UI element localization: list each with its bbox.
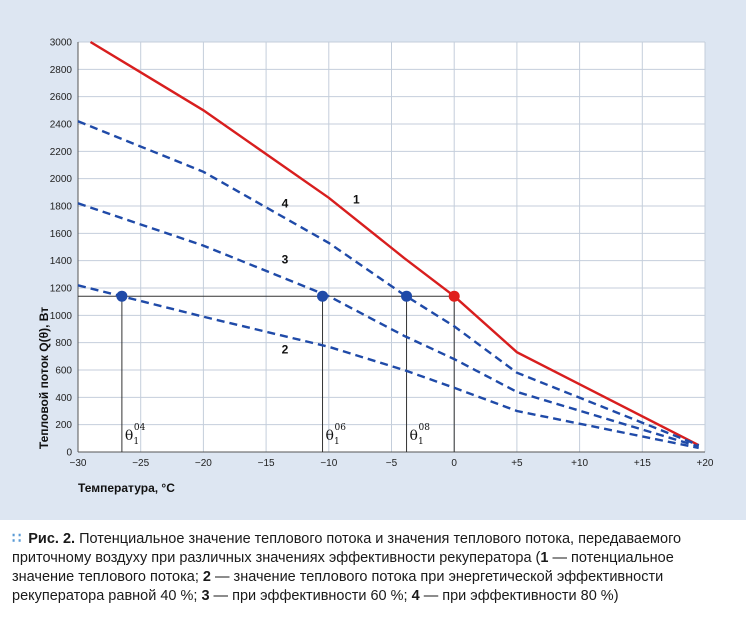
y-tick-label: 1400 <box>50 256 73 267</box>
curve-labels: 1 4 3 2 <box>282 192 360 356</box>
curve-label-1: 1 <box>353 192 360 206</box>
y-tick-label: 2000 <box>50 174 73 185</box>
y-tick-label: 3000 <box>50 38 73 49</box>
reference-lines <box>78 295 455 452</box>
series-line-3 <box>77 202 700 448</box>
x-tick-label: −25 <box>132 458 149 469</box>
y-tick-label: 2800 <box>50 65 73 76</box>
caption-title: Рис. 2. <box>28 531 76 547</box>
marker-point <box>116 290 128 302</box>
marker-point <box>317 290 329 302</box>
x-tick-label: 0 <box>451 458 457 469</box>
y-tick-label: 2600 <box>50 92 73 103</box>
x-tick-label: −5 <box>386 458 398 469</box>
y-tick-label: 1000 <box>50 311 73 322</box>
y-tick-label: 1600 <box>50 229 73 240</box>
y-tick-label: 600 <box>55 366 72 377</box>
caption-bullet-icon: ∷ <box>12 531 23 547</box>
x-tick-label: +20 <box>697 458 714 469</box>
series-line-1 <box>89 40 700 447</box>
y-tick-label: 0 <box>66 448 72 459</box>
caption-number-3: 3 <box>201 588 210 604</box>
y-tick-label: 1200 <box>50 284 73 295</box>
x-tick-label: +10 <box>571 458 588 469</box>
caption-text-1: Потенциальное значение теплового потока … <box>12 531 682 566</box>
y-tick-label: 1800 <box>50 202 73 213</box>
x-tick-label: −20 <box>195 458 212 469</box>
x-tick-label: +15 <box>634 458 651 469</box>
y-tick-label: 400 <box>55 393 72 404</box>
curve-label-3: 3 <box>282 252 289 266</box>
tick-labels: 0 200 400 600 800 1000 1200 1400 1600 1800 2000 220… <box>50 38 714 470</box>
marker-label-sup: 06 <box>335 423 347 433</box>
caption-number-1: 1 <box>540 550 549 566</box>
marker-label-sup: 04 <box>134 423 146 433</box>
caption-text-4: — при эффективности 60 %; <box>209 588 412 604</box>
marker-label-sup: 08 <box>419 423 431 433</box>
curve-label-2: 2 <box>282 343 289 357</box>
y-tick-label: 2200 <box>50 147 73 158</box>
caption-number-4: 4 <box>411 588 420 604</box>
caption-text-5: — при эффективности 80 %) <box>419 588 619 604</box>
chart-figure: θ1 04 θ1 06 θ1 08 1 4 3 2 0 200 400 600 800 1000 1200 1… <box>0 0 746 520</box>
y-tick-label: 800 <box>55 338 72 349</box>
figure-caption: ∷ Рис. 2. Потенциальное значение тепловог… <box>12 530 738 606</box>
series-line-2 <box>77 284 699 450</box>
marker-point <box>448 290 460 302</box>
curve-label-4: 4 <box>282 196 289 210</box>
marker-point <box>401 290 413 302</box>
y-tick-label: 200 <box>55 420 72 431</box>
caption-text-3: — значение теплового потока при энергети… <box>12 569 664 604</box>
x-tick-label: +5 <box>511 458 523 469</box>
x-axis-title: Температура, °C <box>78 481 175 495</box>
caption-text-2: — потенциальное значение теплового поток… <box>12 550 674 585</box>
x-tick-label: −30 <box>70 458 87 469</box>
x-tick-label: −15 <box>258 458 275 469</box>
y-axis-title: Тепловой поток Q(θ), Вт <box>37 307 51 449</box>
caption-number-2: 2 <box>202 569 211 585</box>
y-tick-label: 2400 <box>50 120 73 131</box>
x-tick-label: −10 <box>320 458 337 469</box>
